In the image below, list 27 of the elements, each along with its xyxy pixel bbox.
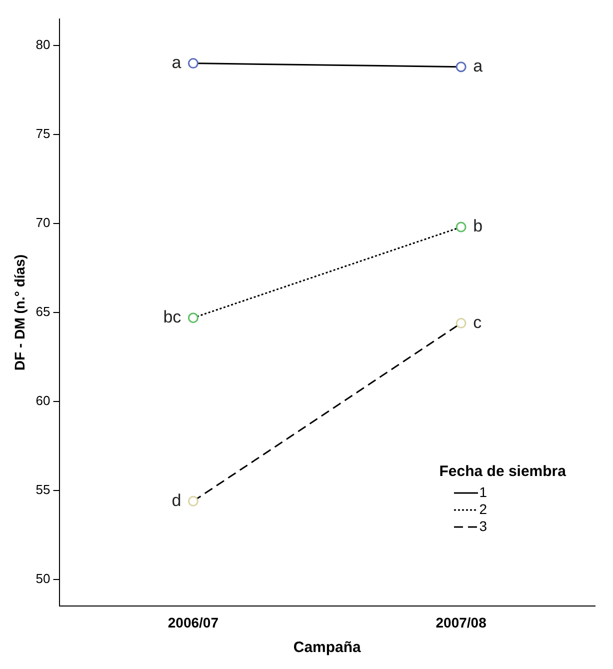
point	[188, 312, 198, 324]
y-tick-label: 65	[36, 304, 50, 320]
y-tick-label: 50	[36, 571, 50, 586]
annotation: a	[172, 52, 182, 72]
y-tick-label: 60	[36, 393, 50, 408]
annotation: a	[473, 56, 484, 76]
y-tick-label: 80	[36, 37, 50, 52]
point	[456, 62, 466, 72]
x-tick-label: 2007/08	[436, 614, 487, 630]
x-tick-label: 2006/07	[168, 614, 219, 630]
point	[188, 58, 198, 69]
y-tick-label: 75	[36, 126, 50, 142]
y-tick-label: 55	[36, 482, 50, 498]
point	[456, 222, 466, 232]
legend-label: 1	[479, 484, 488, 501]
y-axis-title: DF - DM (n.° días)	[11, 254, 28, 371]
annotation: c	[473, 312, 482, 332]
annotation: bc	[163, 308, 182, 327]
annotation: b	[473, 216, 483, 236]
legend-title: Fecha de siembra	[439, 463, 566, 480]
x-axis-title: Campaña	[293, 639, 362, 656]
legend-label: 3	[479, 518, 488, 535]
point	[456, 318, 466, 328]
y-tick-label: 70	[36, 215, 50, 230]
legend-label: 2	[479, 501, 488, 518]
point	[188, 496, 198, 506]
annotation: d	[172, 490, 182, 510]
